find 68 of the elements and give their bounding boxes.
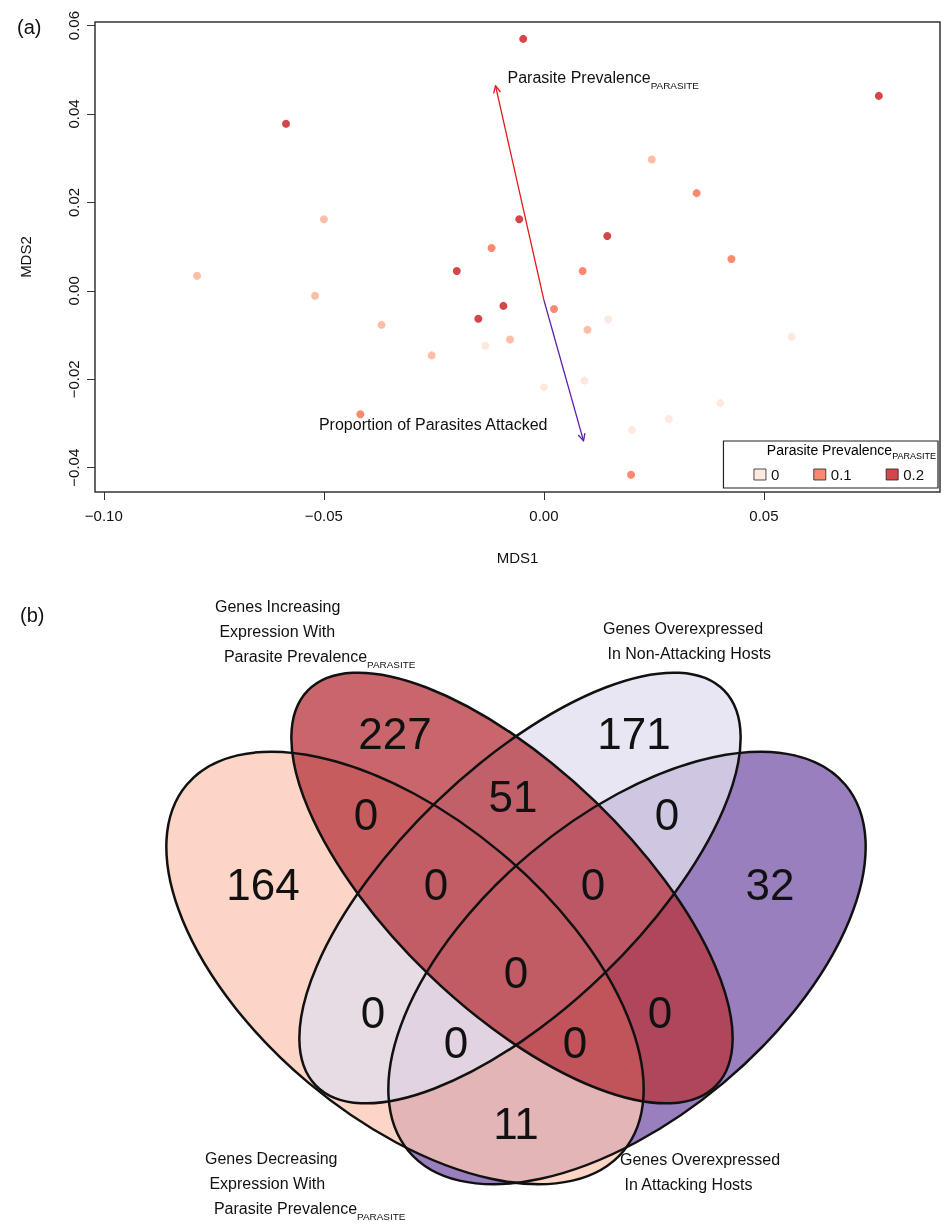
chart-title: (a) bbox=[17, 16, 42, 38]
category-label: Genes Increasing Expression With Parasite Prevalence$_{PARASITE}$ bbox=[215, 598, 416, 670]
x-tick-label: 0.05 bbox=[749, 507, 779, 524]
legend-label: 0 bbox=[770, 466, 780, 483]
point bbox=[319, 215, 328, 224]
point bbox=[539, 383, 548, 392]
text: (b) bbox=[20, 604, 45, 626]
category-label: Genes Overexpressed In Attacking Hosts bbox=[620, 1151, 781, 1193]
point bbox=[664, 415, 673, 424]
point bbox=[583, 325, 592, 334]
point bbox=[627, 470, 636, 479]
text: 0 bbox=[654, 789, 680, 839]
point bbox=[487, 243, 496, 252]
text: 0 bbox=[353, 789, 379, 839]
point bbox=[787, 332, 796, 341]
point bbox=[452, 266, 461, 275]
category-label: Genes Overexpressed In Non-Attacking Hosts bbox=[603, 620, 772, 662]
point bbox=[550, 304, 559, 313]
point bbox=[692, 189, 701, 198]
y-axis-title: MDS2 bbox=[17, 236, 34, 278]
point bbox=[506, 335, 515, 344]
text: 0 bbox=[580, 859, 606, 909]
text: 0 bbox=[443, 1017, 469, 1067]
annotation: Parasite Prevalence$_{PARASITE}$ bbox=[507, 68, 700, 91]
text: 0 bbox=[423, 859, 449, 909]
point bbox=[311, 291, 320, 300]
point bbox=[874, 91, 883, 100]
y-tick-label: 0.06 bbox=[65, 11, 82, 41]
point bbox=[603, 232, 612, 241]
point bbox=[427, 351, 436, 360]
text: 0 bbox=[562, 1017, 588, 1067]
x-axis-title: MDS1 bbox=[496, 549, 539, 566]
text: 32 bbox=[745, 859, 795, 909]
point bbox=[519, 34, 528, 43]
annotation: Proportion of Parasites Attacked bbox=[318, 415, 548, 433]
point bbox=[727, 255, 736, 264]
text: 11 bbox=[493, 1098, 539, 1148]
text: 0 bbox=[503, 947, 529, 997]
point bbox=[499, 301, 508, 310]
text: 227 bbox=[358, 708, 432, 758]
y-tick-label: −0.02 bbox=[65, 360, 82, 399]
point bbox=[647, 155, 656, 164]
text: 0 bbox=[360, 987, 386, 1037]
point bbox=[515, 215, 524, 224]
point bbox=[716, 399, 725, 408]
point bbox=[474, 314, 483, 323]
text: 51 bbox=[488, 771, 538, 821]
x-tick-label: 0.00 bbox=[529, 507, 559, 524]
y-tick-label: 0.02 bbox=[65, 187, 82, 218]
point bbox=[193, 271, 202, 280]
text: 171 bbox=[597, 708, 671, 758]
category-label: Genes Decreasing Expression With Parasite Prevalence$_{PARASITE}$ bbox=[205, 1150, 406, 1222]
point bbox=[282, 119, 291, 128]
point bbox=[377, 320, 386, 329]
point bbox=[481, 341, 490, 350]
legend-label: 0.2 bbox=[903, 466, 925, 483]
x-tick-label: −0.05 bbox=[304, 507, 343, 524]
text: 164 bbox=[226, 859, 300, 909]
text: 0 bbox=[647, 987, 673, 1037]
y-tick-label: 0.04 bbox=[65, 99, 82, 129]
point bbox=[604, 315, 613, 324]
point bbox=[580, 376, 589, 385]
point bbox=[627, 426, 636, 435]
point bbox=[578, 266, 587, 275]
y-tick-label: 0.00 bbox=[65, 276, 82, 306]
legend-label: 0.1 bbox=[830, 466, 852, 483]
x-tick-label: −0.10 bbox=[84, 507, 123, 524]
y-tick-label: −0.04 bbox=[65, 448, 82, 487]
